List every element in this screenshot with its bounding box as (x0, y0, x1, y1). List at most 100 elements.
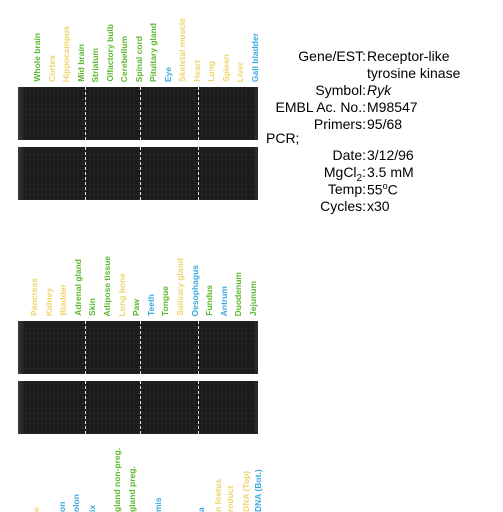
gel-well-edge (18, 147, 24, 200)
lane-divider (140, 87, 141, 140)
lane-label: Liver (235, 61, 245, 82)
gel-right-edge (255, 381, 258, 434)
lane-label: mis (153, 497, 163, 512)
date-row: Date: 3/12/96 (250, 147, 503, 164)
lane-label: Antrum (218, 285, 229, 316)
gel-well-edge (18, 321, 24, 374)
lane-divider (140, 147, 141, 200)
lane-label: Cortex (46, 55, 57, 82)
gene-key: Gene/EST: (298, 48, 366, 64)
lane-label: Jejunum (248, 281, 258, 316)
lane-label: e (31, 507, 41, 512)
symbol-key: Symbol: (315, 82, 366, 98)
lane-label: on (57, 501, 67, 512)
lane-divider (85, 321, 86, 374)
gel-right-edge (255, 321, 258, 374)
lane-label: Tongue (160, 285, 171, 316)
lane-label: Cerebellum (119, 35, 129, 82)
lane-label: Long bone (116, 272, 127, 316)
gene-value-line1: Receptor-like (367, 48, 450, 64)
date-value: 3/12/96 (367, 147, 414, 163)
lane-label: Adrenal gland (72, 259, 83, 316)
lane-label: Paw (131, 298, 142, 316)
lane-divider (198, 321, 199, 374)
lane-label: Heart (191, 60, 202, 82)
lane-label: Hippocampus (61, 25, 71, 82)
gel-panel2-bottom (18, 381, 258, 434)
lane-divider (198, 147, 199, 200)
lane-label: roduct (225, 485, 235, 512)
lane-label: Spinal cord (133, 35, 144, 82)
lane-label: n foetus (213, 478, 223, 512)
mgcl-key-main: MgCl (323, 164, 357, 180)
pcr-heading-text: PCR; (266, 130, 300, 146)
lane-label: Oesophagus (189, 264, 200, 316)
mgcl-row: MgCl2: 3.5 mM (250, 164, 503, 184)
pcr-heading: PCR; (266, 130, 299, 146)
lane-label: Duodenum (233, 271, 244, 316)
gel-right-edge (255, 87, 258, 140)
temp-value-sup: o (382, 181, 388, 191)
lane-label: Skeletal muscle (177, 18, 187, 82)
primers-key: Primers: (313, 116, 366, 132)
lane-label: olon (71, 494, 81, 512)
lane-label: gland non-preg. (112, 447, 122, 512)
gel-well-edge (18, 87, 24, 140)
symbol-value: Ryk (367, 82, 392, 98)
lane-label: Pancreas (29, 278, 39, 316)
lane-label: Adipose tissue (102, 255, 112, 316)
lane-label: Olfactory bulb (104, 24, 115, 82)
lane-label: Lung (206, 61, 216, 82)
info-block: Gene/EST: Receptor-like tyrosine kinase … (250, 48, 503, 218)
lane-divider (198, 381, 199, 434)
lane-label: Pituitary gland (148, 22, 158, 82)
embl-value: M98547 (367, 99, 418, 115)
temp-row: Temp: 55oC (250, 181, 503, 198)
lane-label: Skin (87, 298, 98, 316)
gel-well-edge (18, 381, 24, 434)
temp-value: 55oC (367, 181, 398, 198)
lane-label: Kidney (43, 287, 54, 316)
mgcl-key: MgCl2: (324, 164, 366, 184)
lane-divider (140, 321, 141, 374)
cycles-value: x30 (367, 198, 390, 214)
mgcl-key-colon: : (362, 164, 366, 180)
lane-label: gland preg. (127, 466, 137, 512)
mgcl-value: 3.5 mM (367, 164, 414, 180)
lane-label: Teeth (145, 293, 156, 316)
primers-row: Primers: 95/68 (250, 116, 503, 133)
embl-row: EMBL Ac. No.: M98547 (250, 99, 503, 116)
temp-key: Temp: (327, 181, 366, 197)
lane-label: Spleen (220, 54, 231, 82)
lane-label: ix (87, 504, 97, 512)
gel-panel1-bottom (18, 147, 258, 200)
primers-value: 95/68 (367, 116, 403, 132)
lane-divider (85, 87, 86, 140)
lane-label: Mid brain (75, 44, 86, 82)
gene-row: Gene/EST: Receptor-like tyrosine kinase (250, 48, 503, 82)
cycles-row: Cycles: x30 (250, 198, 503, 215)
mgcl-key-sub: 2 (356, 172, 363, 184)
date-key: Date: (332, 147, 366, 163)
lane-label: DNA (Bot.) (253, 469, 263, 512)
temp-value-num: 55 (367, 181, 383, 198)
lane-divider (140, 381, 141, 434)
lane-label: Whole brain (32, 33, 42, 82)
lane-label: Eye (162, 66, 173, 82)
gel-panel1-top (18, 87, 258, 140)
lane-label: Bladder (58, 284, 69, 316)
symbol-row: Symbol: Ryk (250, 82, 503, 99)
lane-divider (198, 87, 199, 140)
lane-divider (85, 381, 86, 434)
temp-value-unit: C (387, 181, 398, 198)
lane-label: DNA (Top) (241, 470, 251, 512)
cycles-key: Cycles: (320, 198, 366, 214)
embl-key: EMBL Ac. No.: (275, 99, 366, 115)
lane-label: Salivary gland (175, 258, 185, 316)
lane-label: Fundus (204, 285, 215, 316)
lane-label: Striatum (90, 47, 100, 82)
gel-right-edge (255, 147, 258, 200)
gene-value-line2: tyrosine kinase (367, 65, 461, 81)
gel-panel2-top (18, 321, 258, 374)
lane-divider (85, 147, 86, 200)
